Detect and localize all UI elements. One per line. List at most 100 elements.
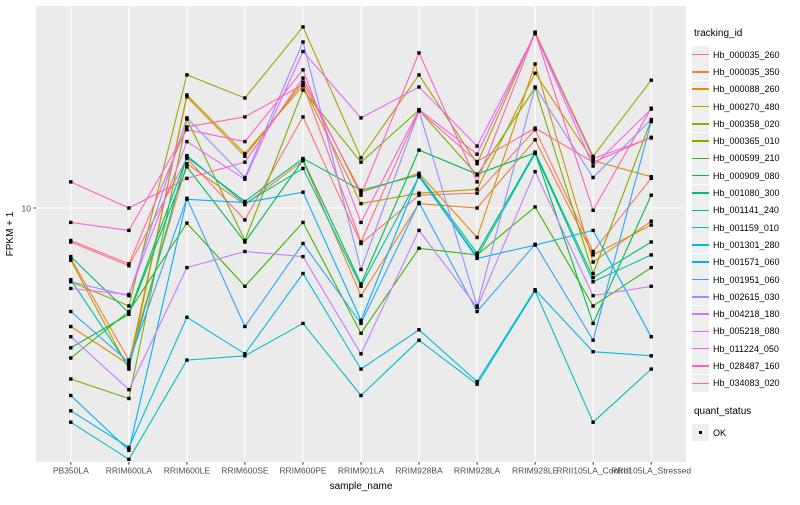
series-color-line [692,88,709,90]
data-point [649,367,653,371]
data-point [301,166,305,171]
data-point [475,180,479,184]
data-point [359,321,363,326]
data-point [475,309,479,314]
data-point [301,115,305,119]
legend-key [692,305,709,323]
data-point [243,115,247,119]
data-point [301,80,305,84]
series-color-line [692,347,709,350]
data-point [69,180,73,184]
data-point [127,365,131,369]
legend-item-label: Hb_000909_080 [713,170,780,181]
legend-key [692,357,709,375]
series-color-line [692,244,709,246]
legend-item-label: Hb_000035_350 [713,66,780,77]
data-point [475,162,479,166]
legend-item-Hb_000270_480: Hb_000270_480 [692,98,798,116]
legend-item-Hb_034083_020: Hb_034083_020 [692,374,798,392]
data-point [243,354,247,358]
legend-item-Hb_001159_010: Hb_001159_010 [692,219,798,237]
data-point [591,253,595,257]
data-point [69,324,73,329]
series-color-line [692,174,709,177]
legend: tracking_id Hb_000035_260 Hb_000035_350 Hb… [692,28,798,442]
data-point [417,338,421,342]
legend-item-label: Hb_000035_260 [713,49,780,60]
data-point [475,379,479,384]
data-point [243,160,247,164]
x-tick-label: RRIM600LA [106,466,153,476]
data-point [533,31,537,35]
data-point [649,354,653,358]
x-tick-label: RRIM928LE [512,466,559,476]
legend-key [692,201,709,219]
data-point [649,78,653,82]
series-color-line [692,105,709,108]
series-color-line [692,53,709,56]
legend-key [692,424,709,442]
data-point [301,156,305,161]
data-point [69,420,73,424]
data-point [243,240,247,244]
data-point [69,280,73,284]
data-point [591,164,595,168]
data-point [301,241,305,246]
data-point [359,267,363,272]
ok-point-icon [698,430,703,435]
data-point [185,196,189,200]
data-point [533,242,537,246]
legend-item-label: Hb_001301_280 [713,239,780,250]
data-point [649,117,653,122]
series-color-line [692,71,709,73]
legend-key [692,167,709,185]
legend-item-Hb_001141_240: Hb_001141_240 [692,201,798,219]
data-point [185,73,189,77]
data-point [475,187,479,191]
series-color-line [692,330,709,333]
data-point [533,151,537,156]
data-point [185,176,189,181]
data-point [591,420,595,424]
series-color-line [692,278,709,281]
legend-key [692,149,709,167]
data-point [185,358,189,362]
legend-item-Hb_000358_020: Hb_000358_020 [692,115,798,133]
data-point [185,315,189,319]
x-axis-title: sample_name [330,481,393,492]
data-point [649,106,653,110]
quant-legend-title: quant_status [694,405,752,417]
x-tick-label: RRII105LA_Control [556,466,630,476]
data-point [359,160,363,164]
legend-item-Hb_000599_210: Hb_000599_210 [692,149,798,167]
legend-item-Hb_005218_080: Hb_005218_080 [692,322,798,340]
data-point [533,71,537,75]
data-point [533,169,537,174]
data-point [359,294,363,298]
legend-key [692,288,709,306]
data-point [69,278,73,282]
legend-item-Hb_011224_050: Hb_011224_050 [692,340,798,358]
y-tick-label: 10 [22,204,32,214]
legend-item-label: Hb_000270_480 [713,101,780,112]
data-point [417,108,421,113]
x-tick-label: RRIM600SE [221,466,269,476]
legend-item-label: Hb_028487_160 [713,360,780,371]
x-tick-label: RRIM928BA [395,466,443,476]
legend-key [692,219,709,237]
legend-key [692,98,709,116]
data-point [127,367,131,371]
legend-key [692,340,709,358]
data-point [127,206,131,210]
data-point [127,457,131,461]
legend-item-label: Hb_001159_010 [713,222,779,233]
data-point [533,85,537,89]
data-point [417,328,421,332]
data-point [359,193,363,197]
data-point [591,208,595,212]
data-point [359,352,363,356]
legend-item-label: Hb_000599_210 [713,153,780,164]
data-point [649,265,653,270]
data-point [69,254,73,259]
legend-key [692,236,709,254]
